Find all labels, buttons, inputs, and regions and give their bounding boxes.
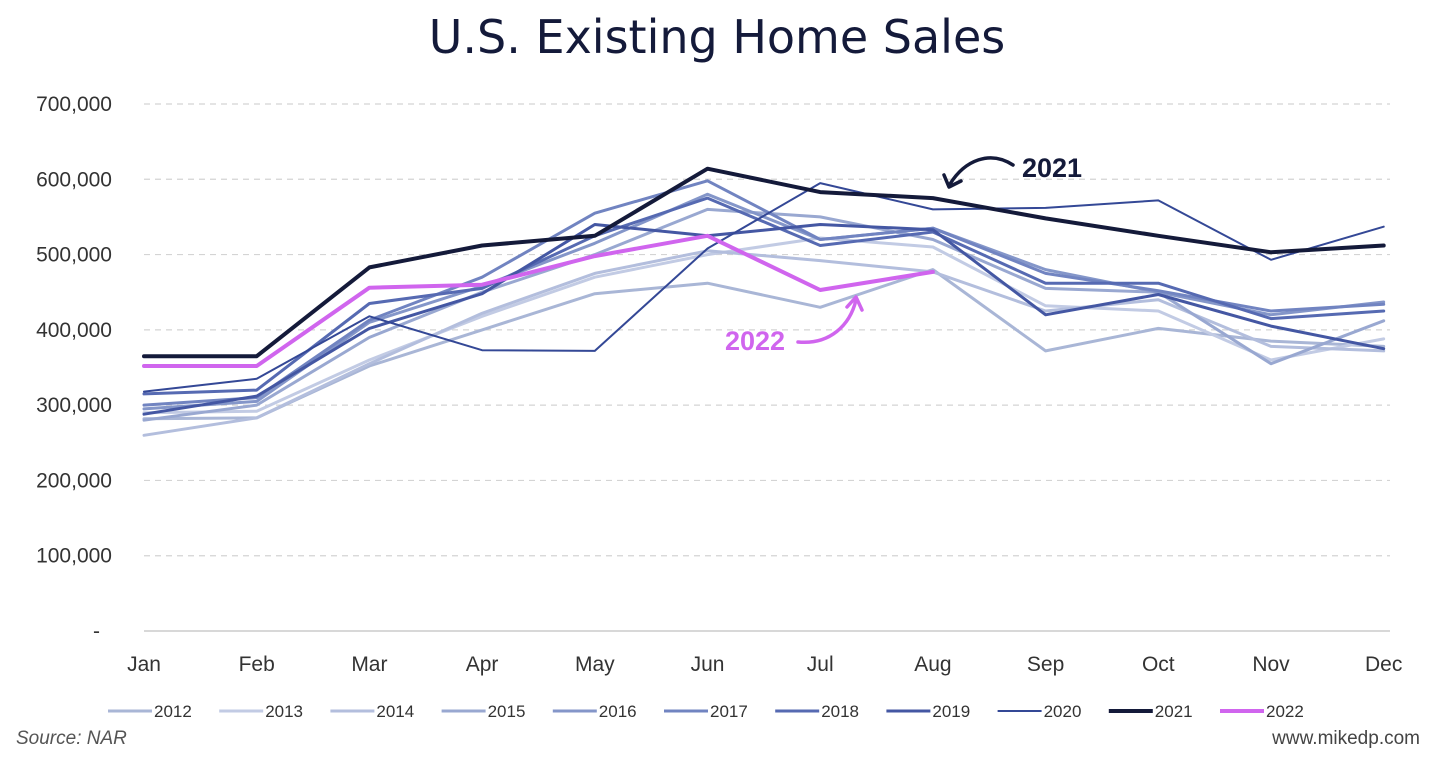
y-tick-label: 600,000 [36,168,112,191]
series-line-2020 [143,182,1385,393]
y-axis-labels: - 100,000 200,000 300,000 400,000 500,000 600,… [36,93,112,643]
y-tick-label: 400,000 [36,319,112,342]
x-tick-label: Mar [351,653,387,676]
legend-label-2017: 2017 [710,702,748,721]
x-tick-label: May [575,653,615,676]
legend-label-2018: 2018 [821,702,859,721]
y-tick-label: 300,000 [36,394,112,417]
annotation-2022-label: 2022 [725,326,785,356]
x-tick-label: Jul [807,653,834,676]
y-tick-label: 700,000 [36,93,112,116]
x-tick-label: Nov [1252,653,1290,676]
legend-label-2012: 2012 [154,702,192,721]
legend-label-2022: 2022 [1266,702,1304,721]
x-tick-label: Dec [1365,653,1402,676]
series-line-2013 [142,236,1386,415]
x-tick-label: Oct [1142,653,1175,676]
annotation-2022-arrowhead [845,295,864,312]
y-tick-label: - [93,620,100,643]
series-line-2022 [142,233,935,368]
x-tick-label: Sep [1027,653,1064,676]
y-tick-label: 500,000 [36,244,112,267]
series-line-2019 [142,223,1386,416]
annotation-2022-arrow [796,298,858,344]
series-lines [142,166,1386,437]
x-tick-label: Aug [914,653,951,676]
legend-label-2013: 2013 [265,702,303,721]
x-tick-label: Jan [127,653,161,676]
website-credit: www.mikedp.com [1272,728,1420,749]
legend: 2012 2013 2014 2015 2016 2017 2018 2019 2020 2021… [108,702,1304,721]
annotations: 2021 2022 [725,153,1082,356]
source-note: Source: NAR [16,728,127,749]
annotation-2021-label: 2021 [1022,153,1082,183]
legend-label-2016: 2016 [599,702,637,721]
series-line-2017 [142,179,1386,407]
legend-label-2019: 2019 [932,702,970,721]
series-line-2012 [142,268,1386,421]
legend-label-2014: 2014 [376,702,414,721]
legend-label-2020: 2020 [1044,702,1082,721]
series-line-2018 [142,196,1386,396]
x-tick-label: Feb [239,653,275,676]
legend-label-2021: 2021 [1155,702,1193,721]
x-tick-label: Jun [691,653,725,676]
annotation-2021-arrow [948,156,1015,186]
series-line-2021 [142,166,1386,359]
y-tick-label: 100,000 [36,545,112,568]
series-line-2014 [142,249,1386,437]
x-tick-label: Apr [466,653,499,676]
x-axis-labels: Jan Feb Mar Apr May Jun Jul Aug Sep Oct Nov Dec [127,653,1402,676]
chart-title: U.S. Existing Home Sales [428,10,1006,64]
y-tick-label: 200,000 [36,469,112,492]
series-line-2015 [142,207,1386,422]
legend-label-2015: 2015 [488,702,526,721]
annotation-2021-arrowhead [942,173,963,189]
